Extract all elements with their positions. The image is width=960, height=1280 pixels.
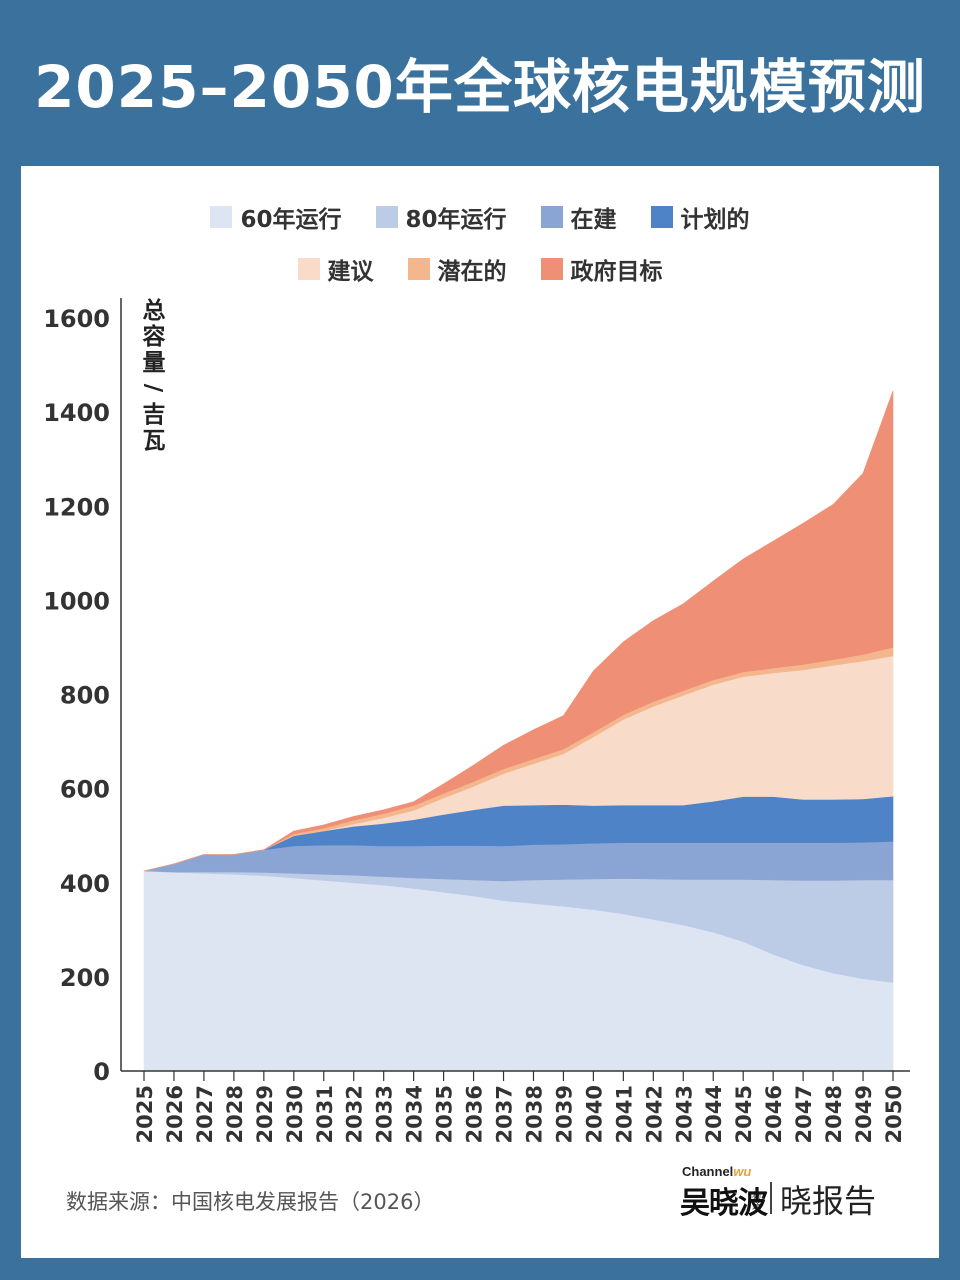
legend-label: 政府目标 [570,259,663,285]
legend-label: 60年运行 [240,207,342,233]
y-tick-label: 400 [60,870,110,898]
logo-channel-accent: wu [733,1164,752,1179]
logo-brand: 晓报告 [780,1182,877,1220]
x-tick-label: 2037 [493,1085,517,1143]
legend-item: 建议 [297,252,374,286]
x-tick-label: 2029 [253,1085,277,1143]
y-tick-label: 600 [60,776,110,804]
x-tick-label: 2046 [762,1085,786,1143]
x-tick-label: 2040 [582,1085,606,1143]
legend-row-1: 60年运行 80年运行 在建 计划的 [21,200,939,234]
y-tick-label: 1400 [43,399,110,427]
legend-label: 80年运行 [405,207,507,233]
legend-item: 政府目标 [540,252,663,286]
y-tick-label: 200 [60,964,110,992]
x-tick-label: 2045 [732,1085,756,1143]
legend-label: 潜在的 [437,259,507,285]
logo-name: 吴晓波 [680,1186,768,1221]
legend-item: 60年运行 [210,200,342,234]
x-tick-label: 2025 [133,1085,157,1143]
y-tick-label: 1200 [43,493,110,521]
legend-swatch [407,258,430,280]
legend-item: 潜在的 [407,252,507,286]
legend-label: 计划的 [680,207,750,233]
y-tick-label: 0 [93,1058,110,1086]
logo-channel: Channelwu [682,1164,751,1179]
y-axis-label-char: 量 [143,350,166,376]
x-tick-label: 2043 [672,1085,696,1143]
x-tick-label: 2026 [163,1085,187,1143]
x-tick-label: 2027 [193,1085,217,1143]
y-axis-label-char: 容 [143,323,166,350]
legend-swatch [540,206,563,228]
x-tick-label: 2034 [403,1085,427,1143]
x-tick-label: 2031 [313,1085,337,1143]
x-tick-label: 2032 [343,1085,367,1143]
legend-swatch [297,258,320,280]
logo-channel-text: Channel [682,1164,734,1179]
x-tick-label: 2044 [702,1085,726,1143]
legend-label: 在建 [570,207,617,233]
y-tick-label: 1000 [43,587,110,615]
y-axis-label-char: 瓦 [143,428,166,454]
area-layers [143,390,894,1072]
x-tick-label: 2036 [463,1085,487,1143]
x-tick-label: 2042 [642,1085,666,1143]
x-tick-label: 2028 [223,1085,247,1143]
legend-item: 在建 [540,200,617,234]
legend-row-2: 建议 潜在的 政府目标 [21,252,939,286]
y-axis-label-char: 总 [143,297,166,324]
x-tick-label: 2047 [792,1085,816,1143]
data-source: 数据来源：中国核电发展报告（2026） [66,1190,435,1214]
logo-separator [770,1182,772,1214]
x-tick-label: 2050 [882,1085,906,1143]
legend-swatch [375,206,398,228]
legend-swatch [210,206,233,228]
x-tick-label: 2039 [552,1085,576,1143]
area-series [143,390,894,872]
legend-item: 80年运行 [375,200,507,234]
y-tick-label: 1600 [43,305,110,333]
legend-label: 建议 [327,259,374,285]
y-tick-label: 800 [60,682,110,710]
x-tick-label: 2038 [522,1085,546,1143]
x-tick-label: 2033 [373,1085,397,1143]
x-tick-label: 2030 [283,1085,307,1143]
legend-swatch [540,258,563,280]
legend-swatch [650,206,673,228]
logo-name-sub: 频道 [752,1192,762,1212]
x-tick-label: 2041 [612,1085,636,1143]
legend-item: 计划的 [650,200,750,234]
x-tick-label: 2048 [822,1085,846,1143]
page-title: 2025–2050年全球核电规模预测 [34,53,926,121]
brand-logo: Channelwu 吴晓波 频道 晓报告 [680,1162,900,1221]
y-axis-label-group: 总容量 / 吉瓦 [140,297,166,454]
y-axis-label-char: / [140,384,166,393]
x-tick-label: 2035 [433,1085,457,1143]
y-axis-label-char: 吉 [143,401,166,428]
x-tick-label: 2049 [852,1085,876,1143]
